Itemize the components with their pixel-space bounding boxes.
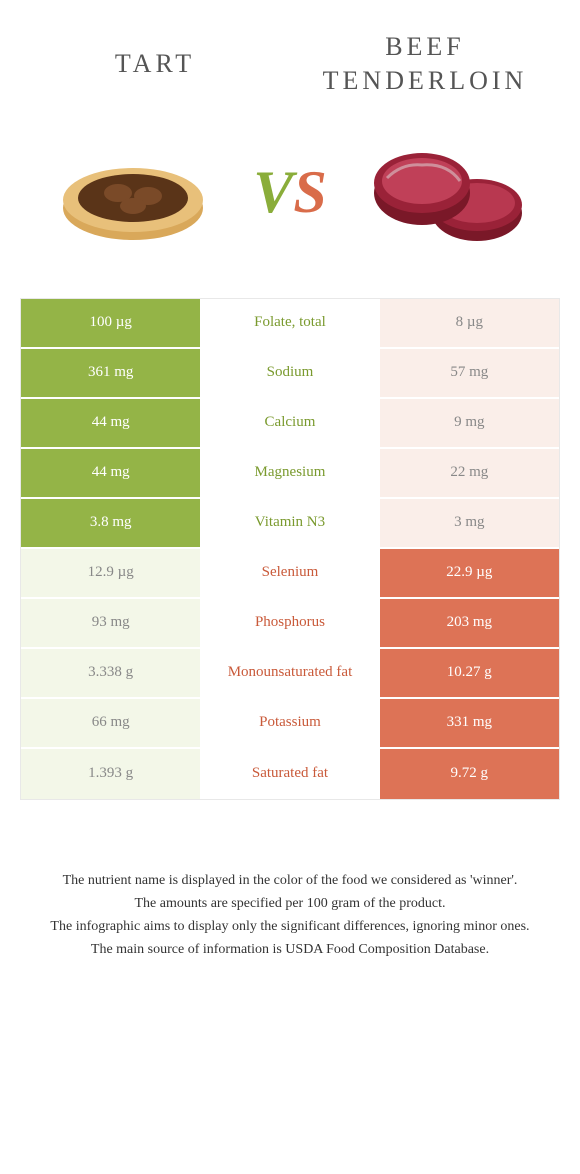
left-value-cell: 93 mg xyxy=(21,599,200,647)
table-row: 44 mgMagnesium22 mg xyxy=(21,449,559,499)
left-value-cell: 1.393 g xyxy=(21,749,200,799)
header-titles: TART BEEF TENDERLOIN xyxy=(20,30,560,98)
left-value-cell: 44 mg xyxy=(21,449,200,497)
nutrient-name-cell: Folate, total xyxy=(200,299,379,347)
nutrient-name-cell: Potassium xyxy=(200,699,379,747)
nutrient-name-cell: Monounsaturated fat xyxy=(200,649,379,697)
table-row: 93 mgPhosphorus203 mg xyxy=(21,599,559,649)
table-row: 12.9 µgSelenium22.9 µg xyxy=(21,549,559,599)
left-value-cell: 12.9 µg xyxy=(21,549,200,597)
right-value-cell: 22.9 µg xyxy=(380,549,559,597)
right-value-cell: 8 µg xyxy=(380,299,559,347)
nutrient-name-cell: Magnesium xyxy=(200,449,379,497)
footer-line-4: The main source of information is USDA F… xyxy=(30,939,550,960)
footer-notes: The nutrient name is displayed in the co… xyxy=(20,870,560,960)
beef-image xyxy=(362,128,532,258)
table-row: 66 mgPotassium331 mg xyxy=(21,699,559,749)
right-value-cell: 331 mg xyxy=(380,699,559,747)
vs-s: S xyxy=(293,159,326,225)
left-food-title: TART xyxy=(34,47,277,81)
table-row: 3.8 mgVitamin N33 mg xyxy=(21,499,559,549)
table-row: 3.338 gMonounsaturated fat10.27 g xyxy=(21,649,559,699)
footer-line-1: The nutrient name is displayed in the co… xyxy=(30,870,550,891)
right-value-cell: 9 mg xyxy=(380,399,559,447)
left-value-cell: 3.8 mg xyxy=(21,499,200,547)
nutrient-name-cell: Calcium xyxy=(200,399,379,447)
table-row: 361 mgSodium57 mg xyxy=(21,349,559,399)
right-food-title: BEEF TENDERLOIN xyxy=(304,30,547,98)
footer-line-2: The amounts are specified per 100 gram o… xyxy=(30,893,550,914)
right-value-cell: 203 mg xyxy=(380,599,559,647)
right-value-cell: 57 mg xyxy=(380,349,559,397)
nutrient-name-cell: Sodium xyxy=(200,349,379,397)
table-row: 1.393 gSaturated fat9.72 g xyxy=(21,749,559,799)
right-value-cell: 10.27 g xyxy=(380,649,559,697)
vs-label: VS xyxy=(253,158,326,227)
tart-image xyxy=(48,128,218,258)
nutrient-table: 100 µgFolate, total8 µg361 mgSodium57 mg… xyxy=(20,298,560,800)
right-value-cell: 3 mg xyxy=(380,499,559,547)
left-value-cell: 100 µg xyxy=(21,299,200,347)
nutrient-name-cell: Saturated fat xyxy=(200,749,379,799)
vs-v: V xyxy=(253,159,293,225)
left-value-cell: 3.338 g xyxy=(21,649,200,697)
nutrient-name-cell: Phosphorus xyxy=(200,599,379,647)
right-value-cell: 9.72 g xyxy=(380,749,559,799)
nutrient-name-cell: Selenium xyxy=(200,549,379,597)
left-value-cell: 44 mg xyxy=(21,399,200,447)
table-row: 44 mgCalcium9 mg xyxy=(21,399,559,449)
left-value-cell: 66 mg xyxy=(21,699,200,747)
left-value-cell: 361 mg xyxy=(21,349,200,397)
right-value-cell: 22 mg xyxy=(380,449,559,497)
nutrient-name-cell: Vitamin N3 xyxy=(200,499,379,547)
footer-line-3: The infographic aims to display only the… xyxy=(30,916,550,937)
table-row: 100 µgFolate, total8 µg xyxy=(21,299,559,349)
images-row: VS xyxy=(20,128,560,258)
